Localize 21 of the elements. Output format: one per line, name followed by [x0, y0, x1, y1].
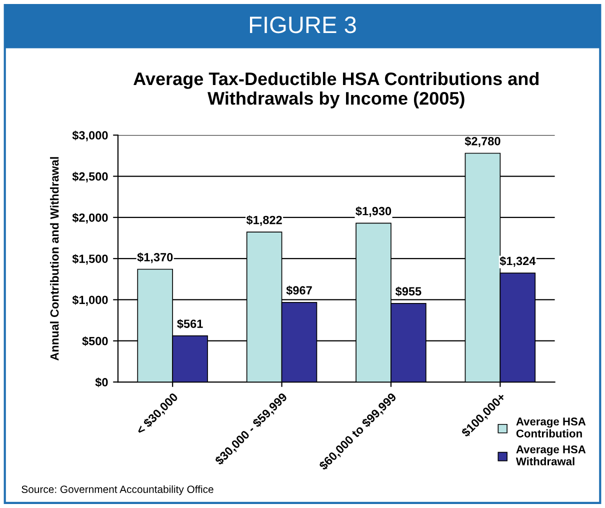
- data-label: $1,324: [500, 256, 536, 267]
- source-note: Source: Government Accountability Office: [22, 485, 214, 496]
- data-label: $1,822: [246, 215, 282, 226]
- y-tick-label: $2,000: [72, 212, 108, 224]
- y-axis-title: Annual Contribution and Withdrawal: [50, 157, 59, 361]
- y-tick-label: $500: [82, 336, 108, 346]
- legend-label: Average HSA Withdrawal: [516, 445, 586, 466]
- chart-title: Average Tax-Deductible HSA Contributions and Withdrawals by Income (2005): [134, 72, 539, 108]
- y-tick-label: $1,500: [72, 254, 108, 265]
- data-label: $1,370: [137, 252, 173, 264]
- y-tick-label: $1,000: [72, 295, 108, 306]
- y-tick-label: $3,000: [72, 130, 108, 142]
- data-label: $2,780: [464, 136, 500, 148]
- caption: FIGURE 3: [250, 16, 356, 34]
- data-label: $1,930: [356, 206, 392, 218]
- data-label: $561: [177, 319, 203, 329]
- data-label: $967: [286, 286, 312, 296]
- y-tick-label: $2,500: [72, 172, 108, 182]
- legend-label: Average HSA Contribution: [516, 418, 586, 438]
- data-label: $955: [395, 286, 422, 296]
- y-tick-label: $0: [95, 378, 108, 388]
